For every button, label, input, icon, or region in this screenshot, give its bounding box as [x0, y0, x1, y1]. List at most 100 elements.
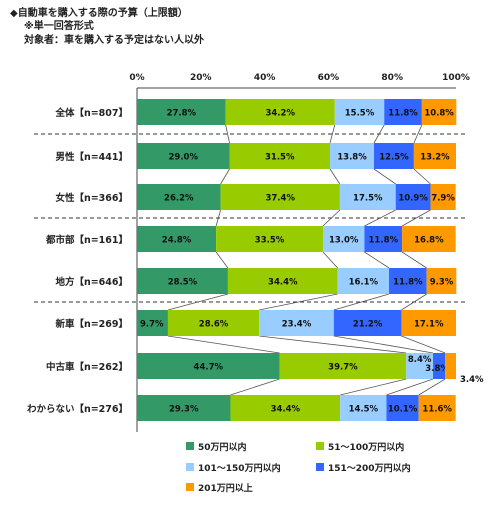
series-connector-line	[322, 209, 341, 227]
data-label: 15.5%	[345, 109, 375, 119]
series-connector-line	[225, 124, 230, 144]
legend-label: 151～200万円以内	[328, 462, 411, 474]
data-label: 8.4%	[408, 355, 432, 365]
bar-segment	[137, 184, 221, 210]
data-label: 26.2%	[164, 194, 194, 204]
category-label: 新車【n=269】	[55, 318, 128, 330]
series-connector-line	[401, 335, 446, 354]
bar-segment	[220, 184, 340, 210]
bar-segment	[339, 184, 396, 210]
bar-segment	[364, 226, 403, 252]
legend-label: 201万円以上	[198, 482, 253, 494]
bar-segment	[229, 143, 330, 169]
bar-segment	[137, 99, 226, 125]
bar-segment	[401, 310, 456, 336]
x-tick-label: 100%	[442, 73, 470, 83]
data-label: 34.4%	[271, 405, 301, 415]
data-label: 37.4%	[265, 194, 295, 204]
series-connector-line	[373, 168, 396, 185]
series-connector-line	[333, 335, 434, 354]
bar-segment	[329, 143, 375, 169]
bar-segment	[137, 310, 168, 336]
data-label: 21.2%	[353, 320, 383, 330]
series-connector-line	[401, 293, 427, 311]
data-label: 16.8%	[414, 236, 444, 246]
bar-segment	[137, 395, 231, 421]
series-connector-line	[401, 209, 431, 227]
series-connector-line	[215, 209, 221, 227]
x-tick-label: 20%	[190, 73, 212, 83]
bar-segment	[227, 268, 338, 294]
category-label: 男性【n=441】	[55, 151, 128, 163]
series-connector-line	[340, 378, 407, 396]
series-connector-line	[329, 168, 341, 185]
data-label: 31.5%	[265, 153, 295, 163]
bar-segment	[137, 143, 230, 169]
data-label: 7.9%	[431, 194, 455, 204]
series-connector-line	[259, 335, 407, 354]
data-label: 11.8%	[369, 236, 399, 246]
data-label: 3.8%	[425, 364, 449, 374]
data-label: 13.8%	[337, 153, 367, 163]
category-label: わからない【n=276】	[27, 403, 128, 415]
bar-segment	[421, 99, 457, 125]
x-tick-label: 80%	[381, 73, 403, 83]
series-connector-line	[386, 378, 434, 396]
data-label: 33.5%	[255, 236, 285, 246]
data-label: 27.8%	[167, 109, 197, 119]
bar-segment	[402, 226, 456, 252]
data-label: 11.8%	[388, 109, 418, 119]
bar-segment	[225, 99, 335, 125]
data-label: 34.2%	[265, 109, 295, 119]
response-format-note: ※単一回答形式	[24, 21, 94, 32]
series-connector-line	[413, 124, 423, 144]
data-label: 34.4%	[268, 278, 298, 288]
data-label: 17.1%	[414, 320, 444, 330]
chart-title: ◆自動車を購入する際の予算（上限額）	[10, 8, 188, 19]
series-connector-line	[364, 251, 390, 269]
series-connector-line	[329, 124, 336, 144]
data-label: 13.0%	[329, 236, 359, 246]
bar-segment	[333, 310, 402, 336]
bar-segment	[386, 395, 419, 421]
category-label: 全体【n=807】	[54, 107, 128, 119]
data-label: 44.7%	[194, 363, 224, 373]
data-label: 11.6%	[422, 405, 452, 415]
bar-segment	[337, 268, 390, 294]
data-label: 29.3%	[169, 405, 199, 415]
series-connector-line	[322, 251, 338, 269]
bar-segment	[395, 184, 431, 210]
bar-segment	[340, 395, 387, 421]
bar-segment	[334, 99, 385, 125]
series-connector-line	[167, 293, 229, 311]
data-label: 39.7%	[328, 363, 358, 373]
bar-segment	[137, 353, 280, 379]
series-connector-line	[215, 251, 229, 269]
bar-segment	[445, 353, 456, 379]
legend-label: 51～100万円以内	[328, 441, 404, 453]
legend-swatch	[316, 463, 324, 471]
data-label: 9.7%	[140, 320, 164, 330]
series-connector-line	[413, 168, 431, 185]
data-label: 14.5%	[349, 405, 379, 415]
bar-segment	[167, 310, 260, 336]
category-label: 都市部【n=161】	[45, 234, 128, 246]
category-label: 女性【n=366】	[55, 192, 128, 204]
bar-segment	[406, 353, 434, 379]
legend-swatch	[186, 463, 194, 471]
bar-segment	[413, 143, 456, 169]
bar-segment	[279, 353, 407, 379]
series-connector-line	[401, 251, 427, 269]
bar-segment	[322, 226, 365, 252]
bar-segment	[426, 268, 457, 294]
bar-segment	[230, 395, 341, 421]
legend-swatch	[186, 483, 194, 491]
data-label: 13.2%	[420, 153, 450, 163]
legend-label: 50万円以内	[198, 441, 247, 453]
category-label: 地方【n=646】	[55, 276, 128, 288]
series-connector-line	[333, 293, 390, 311]
data-label: 17.5%	[353, 194, 383, 204]
series-connector-line	[167, 335, 280, 354]
data-label: 16.1%	[349, 278, 379, 288]
